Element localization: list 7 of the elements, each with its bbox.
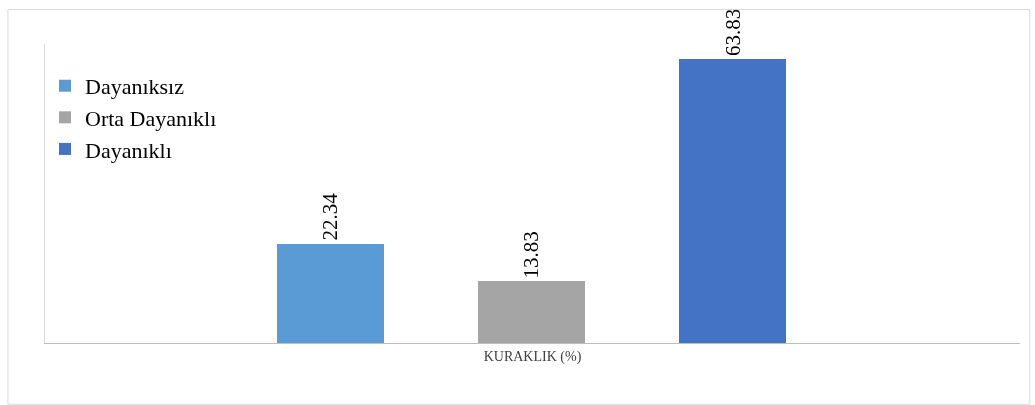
data-label: 22.34 bbox=[318, 192, 343, 241]
data-label: 63.83 bbox=[720, 8, 745, 56]
legend-label: Dayanıksız bbox=[85, 74, 185, 100]
legend-label: Dayanıklı bbox=[85, 137, 172, 163]
legend-label: Orta Dayanıklı bbox=[85, 105, 217, 131]
x-axis-title: KURAKLIK (%) bbox=[483, 349, 582, 366]
data-label: 13.83 bbox=[519, 231, 544, 279]
